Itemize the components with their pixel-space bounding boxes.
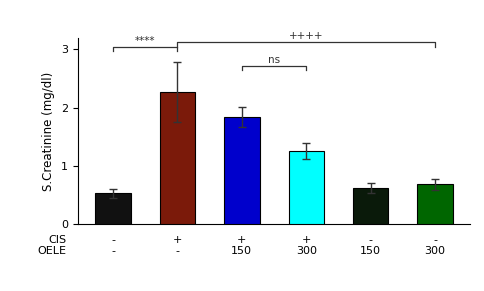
Text: OELE: OELE <box>38 246 66 256</box>
Text: ns: ns <box>267 55 280 65</box>
Bar <box>288 151 323 224</box>
Text: 150: 150 <box>231 246 252 256</box>
Bar <box>352 188 388 224</box>
Text: -: - <box>111 246 115 256</box>
Bar <box>159 92 195 224</box>
Text: +: + <box>172 235 182 245</box>
Text: 300: 300 <box>295 246 316 256</box>
Y-axis label: S.Creatinine (mg/dl): S.Creatinine (mg/dl) <box>42 71 55 191</box>
Text: 300: 300 <box>424 246 445 256</box>
Bar <box>95 193 131 224</box>
Bar <box>416 184 452 224</box>
Text: -: - <box>368 235 372 245</box>
Bar <box>224 117 259 224</box>
Text: -: - <box>175 246 179 256</box>
Text: +: + <box>237 235 246 245</box>
Text: ****: **** <box>135 36 155 46</box>
Text: CIS: CIS <box>48 235 66 245</box>
Text: +: + <box>301 235 310 245</box>
Text: ++++: ++++ <box>288 31 323 41</box>
Text: 150: 150 <box>360 246 380 256</box>
Text: -: - <box>432 235 436 245</box>
Text: -: - <box>111 235 115 245</box>
